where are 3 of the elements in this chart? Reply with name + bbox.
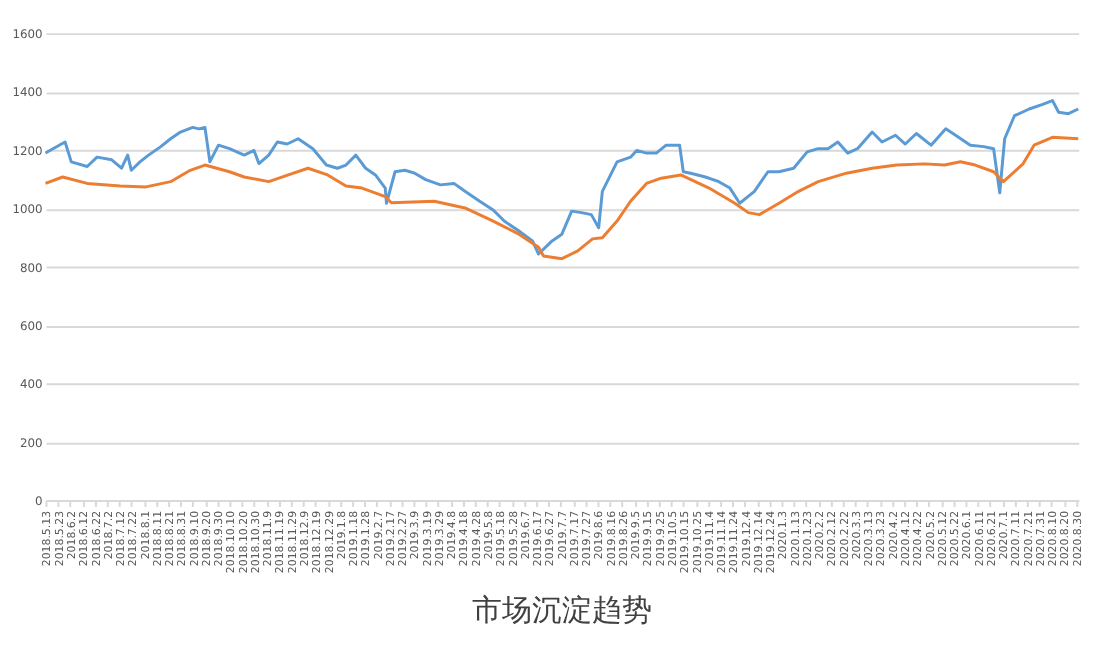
line-series	[44, 99, 1080, 256]
text: 市场沉淀趋势	[471, 593, 652, 628]
line-series	[44, 135, 1080, 261]
